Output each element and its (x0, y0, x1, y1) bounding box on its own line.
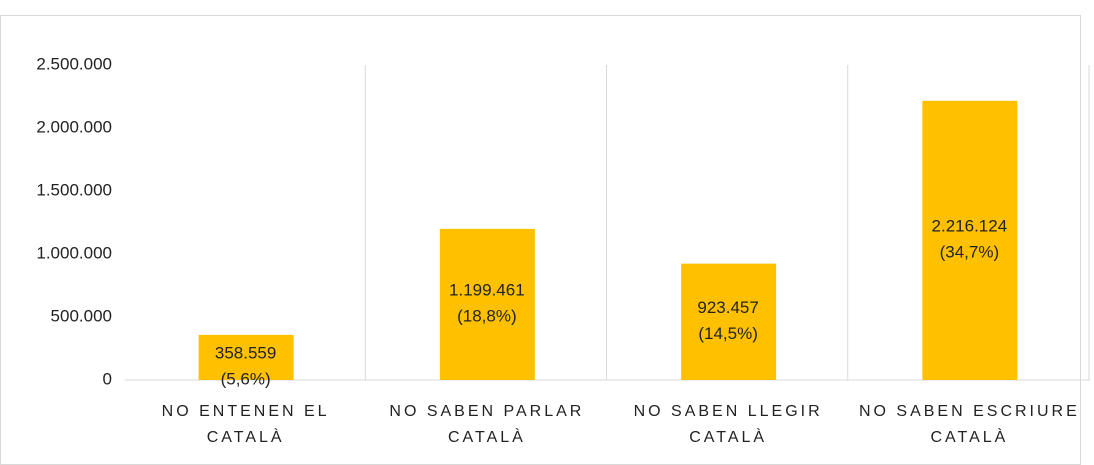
y-tick-label: 2.500.000 (36, 54, 112, 73)
y-tick-label: 500.000 (51, 306, 112, 325)
x-tick-label: NO SABEN LLEGIR CATALÀ (634, 403, 823, 446)
y-tick-label: 2.000.000 (36, 117, 112, 136)
y-tick-label: 1.000.000 (36, 243, 112, 262)
data-label: 358.559 (5,6%) (215, 344, 276, 389)
x-tick-label: NO SABEN PARLAR CATALÀ (389, 403, 584, 446)
y-tick-label: 1.500.000 (36, 180, 112, 199)
bar (439, 228, 535, 380)
chart-border (0, 15, 1081, 465)
bar (681, 263, 777, 380)
bar (198, 334, 294, 380)
data-label: 923.457 (14,5%) (697, 298, 758, 343)
x-tick-label: NO SABEN ESCRIURE CATALÀ (859, 403, 1080, 446)
y-tick-label: 0 (103, 369, 112, 388)
bar (922, 100, 1018, 381)
data-label: 2.216.124 (34,7%) (932, 217, 1008, 262)
data-label: 1.199.461 (18,8%) (449, 281, 525, 326)
x-tick-label: NO ENTENEN EL CATALÀ (162, 403, 330, 446)
